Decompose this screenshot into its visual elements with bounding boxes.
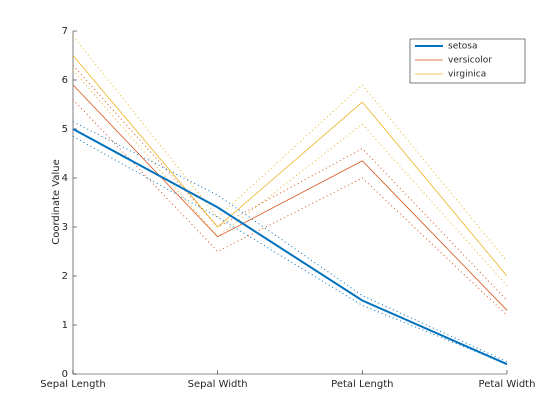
series-line (72, 135, 508, 365)
series-line (72, 128, 508, 366)
series-line (72, 121, 508, 363)
y-tick-label: 2 (62, 271, 68, 282)
y-tick-label: 3 (62, 222, 68, 233)
series-line (72, 99, 508, 316)
legend: setosa versicolor virginica (409, 38, 526, 84)
x-tick-label: Sepal Length (40, 379, 105, 390)
y-tick-label: 0 (62, 369, 68, 380)
y-tick-label: 6 (62, 75, 68, 86)
series-line (72, 64, 508, 301)
series-line (72, 55, 508, 277)
x-tick-label: Petal Width (479, 379, 536, 390)
legend-label: versicolor (448, 56, 492, 66)
legend-label: setosa (448, 42, 477, 52)
y-axis-label: Coordinate Value (51, 159, 62, 244)
y-tick-label: 7 (62, 26, 68, 37)
series-line (72, 69, 508, 287)
series-line (72, 84, 508, 311)
y-tick-label: 5 (62, 124, 68, 135)
x-tick-label: Sepal Width (188, 379, 248, 390)
y-tick-label: 1 (62, 320, 68, 331)
legend-label: virginica (448, 70, 486, 80)
x-tick-label: Petal Length (331, 379, 393, 390)
y-tick-label: 4 (62, 173, 68, 184)
